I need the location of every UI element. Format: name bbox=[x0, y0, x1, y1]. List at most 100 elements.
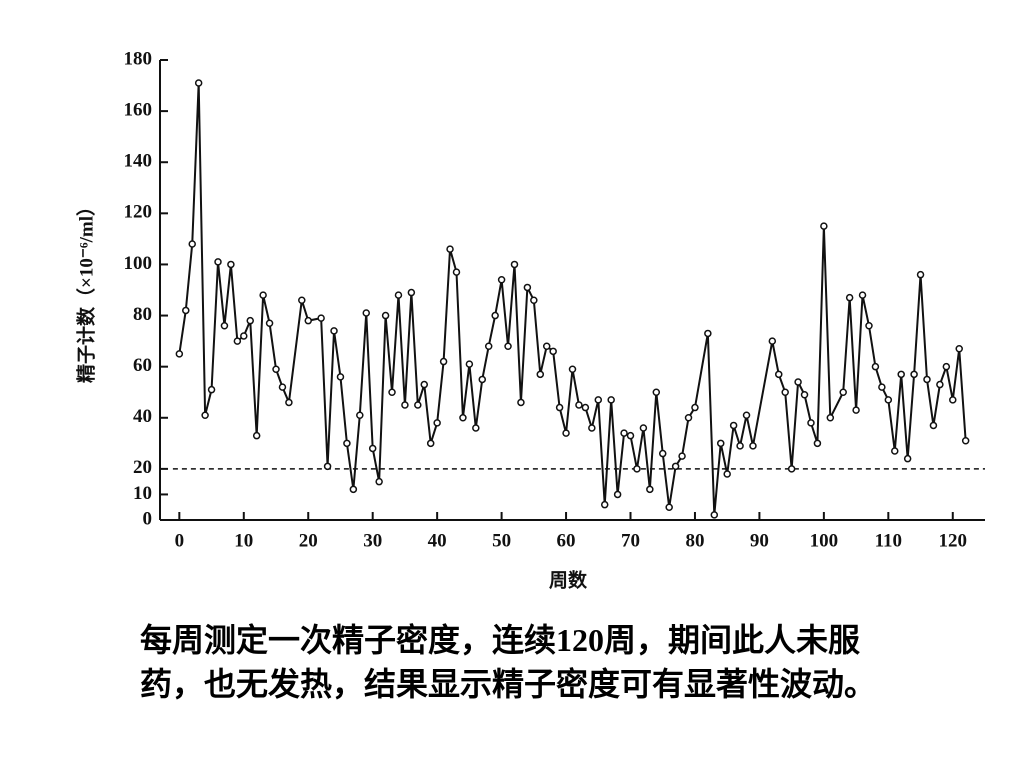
data-point bbox=[285, 398, 293, 407]
data-point bbox=[884, 396, 893, 404]
data-point bbox=[910, 370, 918, 379]
data-point bbox=[439, 357, 448, 366]
data-point bbox=[362, 309, 370, 317]
data-point bbox=[194, 79, 203, 87]
y-tick-label: 180 bbox=[124, 48, 153, 69]
data-point bbox=[871, 362, 880, 371]
data-point bbox=[536, 370, 545, 379]
data-point bbox=[401, 401, 409, 409]
data-point bbox=[349, 485, 358, 494]
data-point bbox=[807, 419, 815, 427]
data-point bbox=[214, 258, 222, 266]
data-point bbox=[600, 500, 609, 509]
data-point bbox=[523, 283, 532, 292]
x-tick-label: 70 bbox=[621, 530, 640, 551]
data-point bbox=[240, 332, 248, 340]
data-point bbox=[368, 444, 377, 453]
data-point bbox=[394, 291, 403, 299]
data-point bbox=[813, 439, 822, 448]
data-point bbox=[175, 350, 184, 358]
data-point bbox=[955, 345, 963, 353]
chart: 周数 精子计数（×10⁻⁶/ml） 0102040608010012014016… bbox=[74, 48, 985, 591]
data-point bbox=[800, 391, 809, 399]
data-point bbox=[923, 375, 931, 384]
data-point bbox=[852, 406, 860, 414]
data-point bbox=[929, 421, 938, 430]
data-point bbox=[704, 329, 712, 338]
data-point bbox=[336, 373, 345, 381]
data-point bbox=[497, 276, 506, 284]
data-point bbox=[530, 296, 538, 304]
data-point bbox=[949, 396, 957, 404]
data-point bbox=[936, 380, 944, 389]
data-point bbox=[865, 322, 873, 330]
data-point bbox=[278, 383, 287, 391]
data-point bbox=[465, 360, 474, 368]
data-point bbox=[426, 439, 435, 448]
data-point bbox=[246, 316, 254, 325]
data-point bbox=[742, 411, 751, 419]
data-point bbox=[646, 485, 654, 494]
x-tick-label: 40 bbox=[428, 530, 447, 551]
data-point bbox=[510, 260, 519, 269]
data-point bbox=[272, 365, 280, 373]
data-point bbox=[298, 296, 306, 304]
y-tick-label: 0 bbox=[143, 508, 153, 529]
y-tick-label: 20 bbox=[133, 457, 152, 478]
y-tick-label: 140 bbox=[124, 151, 153, 172]
data-point bbox=[343, 439, 351, 448]
data-point bbox=[716, 439, 725, 448]
data-point bbox=[916, 270, 925, 279]
data-point bbox=[420, 380, 429, 389]
data-point bbox=[723, 470, 731, 478]
data-point bbox=[478, 375, 487, 384]
data-point bbox=[323, 462, 332, 471]
caption: 每周测定一次精子密度，连续120周，期间此人未服药，也无发热，结果显示精子密度可… bbox=[140, 622, 877, 702]
data-point bbox=[684, 414, 693, 422]
data-point bbox=[639, 424, 648, 432]
data-point bbox=[729, 421, 738, 430]
data-point bbox=[607, 396, 615, 404]
y-tick-label: 160 bbox=[124, 99, 153, 120]
data-point bbox=[594, 396, 603, 404]
data-point bbox=[736, 442, 744, 450]
data-point bbox=[375, 477, 383, 486]
data-point bbox=[781, 388, 789, 396]
data-point bbox=[233, 337, 242, 345]
data-point bbox=[665, 503, 673, 511]
data-point bbox=[961, 437, 970, 445]
y-tick-label: 40 bbox=[133, 406, 152, 427]
data-point bbox=[201, 411, 209, 419]
data-point bbox=[227, 260, 235, 269]
data-point bbox=[452, 268, 461, 276]
data-point bbox=[568, 365, 577, 373]
data-point bbox=[826, 414, 835, 422]
data-point bbox=[491, 311, 499, 320]
data-point bbox=[620, 429, 628, 437]
data-point bbox=[775, 370, 783, 379]
data-point bbox=[749, 442, 757, 450]
data-point bbox=[613, 490, 622, 499]
x-tick-label: 100 bbox=[810, 530, 839, 551]
data-point bbox=[484, 342, 493, 350]
data-point bbox=[858, 291, 867, 299]
data-point bbox=[588, 424, 596, 432]
x-tick-label: 90 bbox=[750, 530, 769, 551]
data-point bbox=[414, 401, 422, 409]
data-point bbox=[562, 429, 570, 437]
data-point bbox=[820, 222, 828, 230]
data-point bbox=[304, 316, 312, 325]
data-point bbox=[839, 388, 847, 396]
x-tick-label: 60 bbox=[557, 530, 576, 551]
data-point bbox=[220, 322, 229, 330]
data-point bbox=[188, 240, 196, 248]
data-point bbox=[794, 378, 802, 386]
data-point bbox=[446, 245, 454, 253]
data-point bbox=[658, 449, 667, 458]
data-point bbox=[517, 398, 525, 407]
data-point bbox=[626, 431, 635, 440]
y-tick-label: 100 bbox=[124, 253, 153, 274]
data-point bbox=[252, 431, 261, 440]
data-point bbox=[381, 311, 390, 320]
data-point bbox=[555, 403, 564, 412]
